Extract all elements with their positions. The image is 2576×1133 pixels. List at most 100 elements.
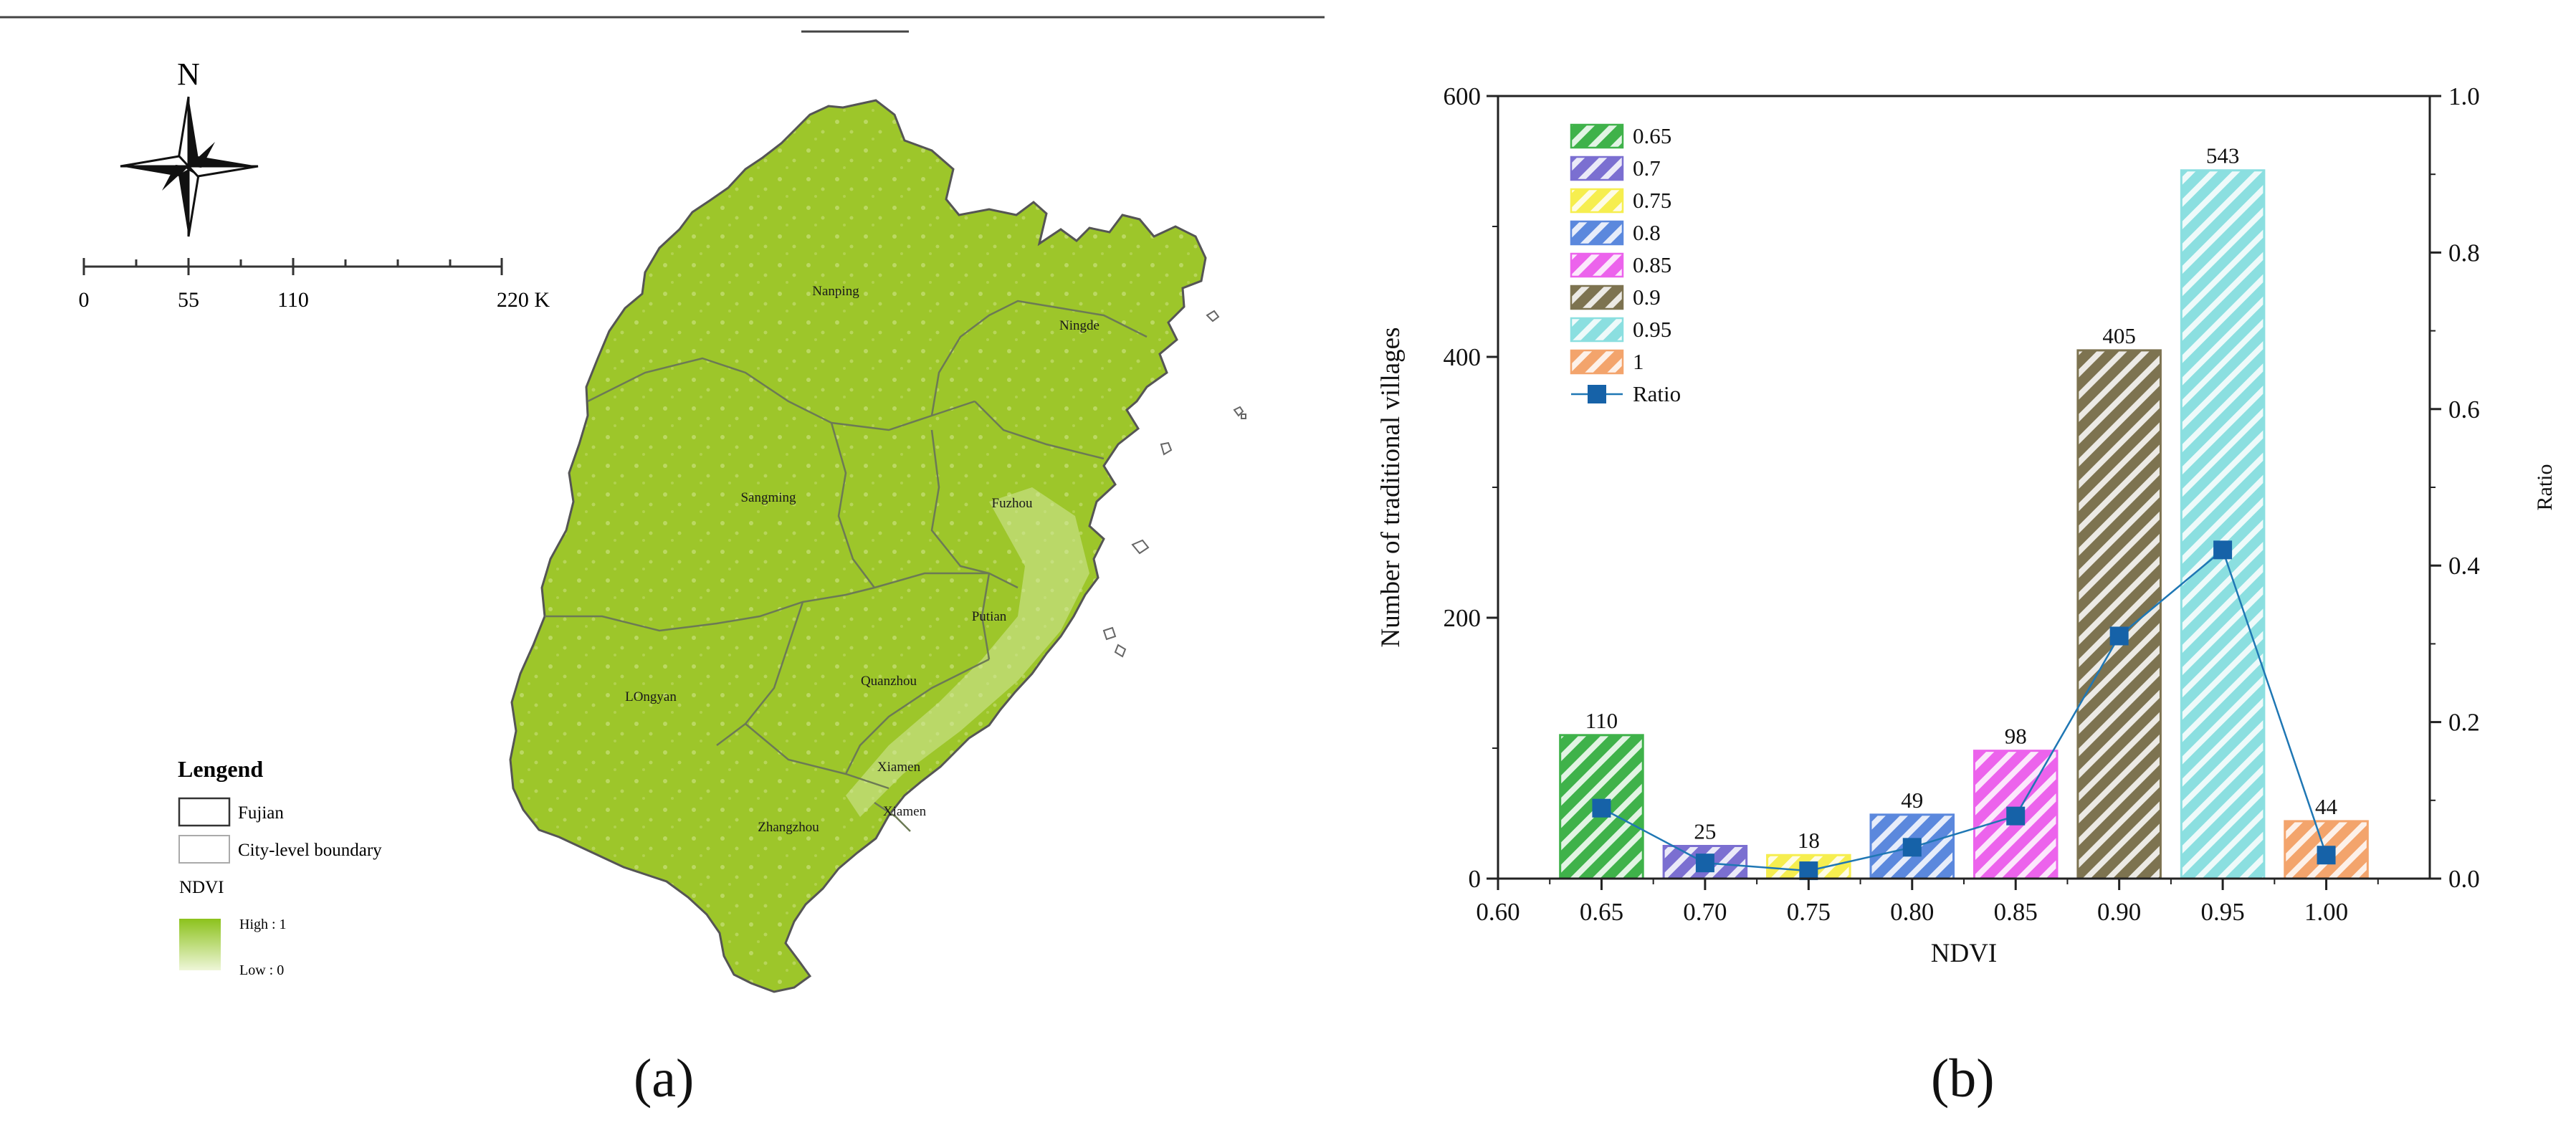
x-tick-label: 0.90 [2097,898,2141,926]
legend-swatch-0.8 [1570,220,1624,246]
map-legend: Lengend Fujian City-level boundary NDVI … [178,756,382,978]
map-svg: N 0 55 110 220 K [0,16,1325,993]
bar-0.95 [2180,169,2266,880]
x-axis-title: NDVI [1931,939,1997,968]
legend-swatch-0.7 [1570,156,1624,181]
legend-swatch-0.9 [1570,285,1624,310]
ratio-point [1902,838,1922,857]
panel-a-label: (a) [634,1048,695,1109]
city-label-sangming: Sangming [740,490,796,505]
ndvi-high-label: High : 1 [239,917,287,932]
legend-label-0.7: 0.7 [1633,156,1661,181]
map-legend-title: Lengend [178,756,263,782]
legend-swatch-0.95 [1570,317,1624,343]
ndvi-gradient-swatch [179,919,221,970]
province-outline [509,99,1207,993]
x-tick-label: 0.80 [1890,898,1934,926]
bar-value-label: 44 [2315,794,2338,819]
bar-value-label: 49 [1901,788,1923,813]
city-label-putian: Putian [972,609,1007,624]
ratio-point [1799,861,1818,881]
x-tick-label: 0.60 [1476,898,1520,926]
ratio-point [1592,798,1611,818]
x-tick-label: 0.95 [2200,898,2244,926]
north-label: N [177,57,200,92]
city-label-quanzhou: Quanzhou [861,674,917,689]
city-label-zhangzhou: Zhangzhou [758,820,819,835]
legend-label-0.8: 0.8 [1633,220,1661,245]
y2-tick-label: 0.4 [2448,552,2480,580]
legend-label-0.65: 0.65 [1633,123,1671,148]
city-label-xiamen: Xiamen [877,760,921,775]
ndvi-low-label: Low : 0 [239,962,284,978]
scale-tick-0: 0 [79,288,90,312]
bar-value-label: 18 [1798,828,1820,853]
north-arrow-icon: N [120,57,259,237]
city-label-xiamen-2: Xiamen [883,804,927,819]
bar-value-label: 25 [1694,819,1716,844]
chart-panel: 110 25 18 49 98 405 543 44 0.60 0.65 0.70 0.75 0.80… [1333,0,2576,1129]
legend-label-1: 1 [1633,349,1644,374]
y-tick-label: 0 [1469,865,1482,893]
x-tick-label: 0.75 [1787,898,1831,926]
legend-swatch-0.85 [1570,252,1624,278]
legend-label-city-boundary: City-level boundary [238,841,382,860]
y2-tick-label: 0.0 [2448,865,2480,893]
coastal-urban-area [846,487,1089,817]
bar-value-label: 98 [2005,724,2027,749]
city-boundaries [545,300,1148,832]
scale-tick-220: 220 K [497,288,550,312]
scale-bar: 0 55 110 220 K [79,258,550,312]
legend-label-0.95: 0.95 [1633,317,1671,342]
city-label-fuzhou: Fuzhou [992,496,1034,511]
x-tick-label: 0.85 [1994,898,2038,926]
bar-value-label: 543 [2206,143,2240,168]
y2-axis-title: Ratio [2533,464,2557,511]
scale-tick-55: 55 [178,288,199,312]
panel-b-label: (b) [1931,1048,1995,1109]
y-tick-label: 200 [1444,604,1482,632]
axes-layer: 0.60 0.65 0.70 0.75 0.80 0.85 0.90 0.95 1.00 0 200… [1376,82,2557,968]
legend-label-0.75: 0.75 [1633,188,1671,213]
legend-swatch-0.65 [1570,123,1624,149]
legend-swatch-0.75 [1570,188,1624,214]
y-tick-label: 600 [1444,82,1482,110]
bars-layer: 110 25 18 49 98 405 543 44 [1559,143,2369,880]
legend-swatch-1 [1570,349,1624,375]
x-tick-label: 0.70 [1683,898,1727,926]
legend-swatch-fujian [178,797,231,827]
y2-tick-label: 0.8 [2448,239,2480,267]
y2-tick-label: 1.0 [2448,82,2480,110]
legend-ndvi-title: NDVI [179,878,224,897]
chart-legend: 0.65 0.7 0.75 0.8 0.85 0.9 0.95 1 Ratio [1570,123,1681,406]
city-label-ningde: Ningde [1059,318,1099,333]
y2-tick-label: 0.6 [2448,396,2480,424]
legend-label-fujian: Fujian [238,803,284,823]
ratio-point [2317,846,2336,865]
legend-marker-ratio [1588,385,1606,403]
ratio-line [1601,548,2327,872]
city-label-longyan: LOngyan [625,689,677,704]
ratio-point [2213,540,2233,560]
ratio-line-layer [1592,540,2336,881]
x-tick-label: 1.00 [2304,898,2348,926]
legend-label-ratio: Ratio [1633,381,1681,406]
coastal-islands [1102,310,1246,658]
bar-value-label: 405 [2102,323,2136,348]
fujian-map: Nanping Ningde Sangming Fuzhou Putian LO… [509,99,1246,993]
x-tick-label: 0.65 [1580,898,1623,926]
scale-tick-110: 110 [277,288,309,312]
city-label-nanping: Nanping [812,284,859,299]
y-axis-title: Number of traditional villages [1376,328,1406,648]
ratio-point [2109,626,2129,646]
ratio-point [1695,854,1714,873]
y-tick-label: 400 [1444,343,1482,371]
bar-value-label: 110 [1585,708,1618,733]
legend-label-0.9: 0.9 [1633,285,1661,310]
bar-0.9 [2076,349,2162,880]
ratio-point [2006,806,2026,826]
y2-tick-label: 0.2 [2448,709,2480,737]
legend-swatch-city-boundary [178,835,230,864]
map-panel: N 0 55 110 220 K [0,16,1325,1109]
